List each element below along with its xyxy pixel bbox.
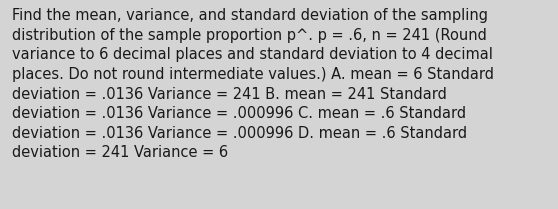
Text: Find the mean, variance, and standard deviation of the sampling
distribution of : Find the mean, variance, and standard de… xyxy=(12,8,494,160)
